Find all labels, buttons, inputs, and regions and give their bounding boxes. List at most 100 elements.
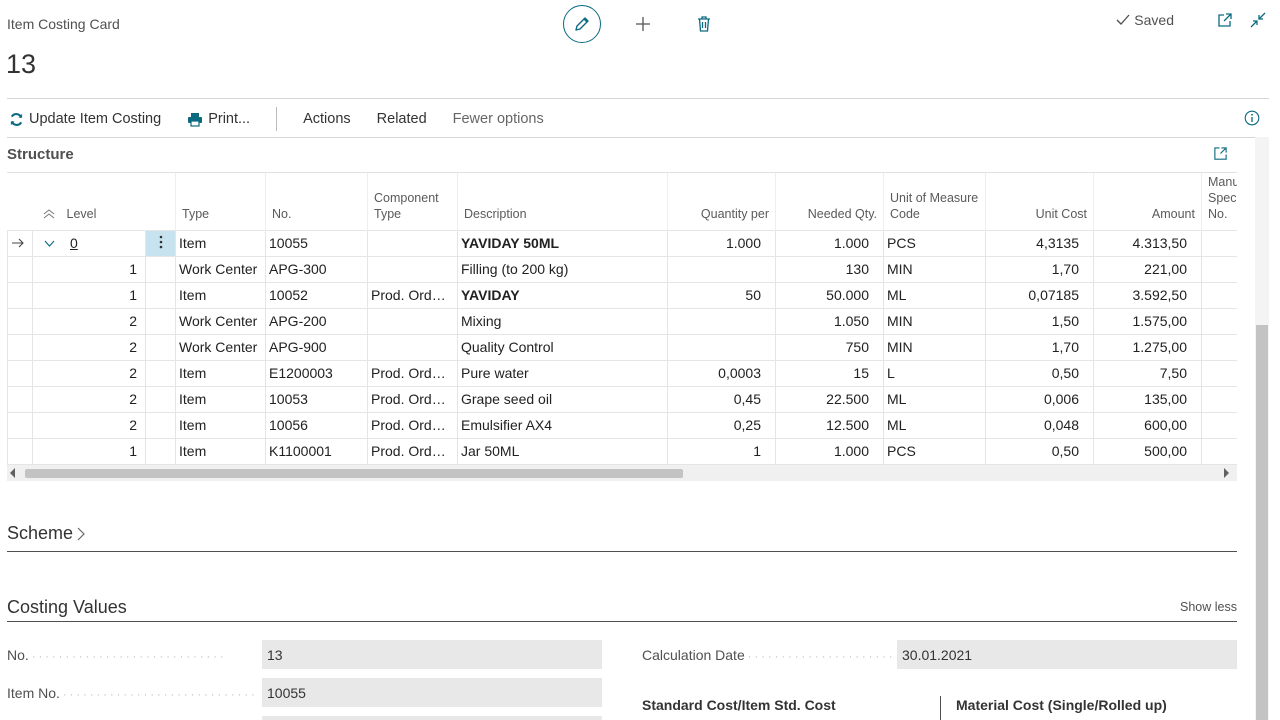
row-menu-cell[interactable] xyxy=(145,334,176,361)
quantity-per-cell[interactable]: 1 xyxy=(667,438,776,465)
no-cell[interactable]: APG-300 xyxy=(265,256,368,283)
type-cell[interactable]: Item xyxy=(175,229,266,257)
type-cell[interactable]: Item xyxy=(175,386,266,413)
no-cell[interactable]: 10056 xyxy=(265,412,368,439)
needed-qty-cell[interactable]: 130 xyxy=(775,256,884,283)
description-cell[interactable]: YAVIDAY 50ML xyxy=(457,229,668,257)
quantity-per-cell[interactable]: 1.000 xyxy=(667,229,776,257)
uom-cell[interactable]: ML xyxy=(883,282,986,309)
header-type[interactable]: Type xyxy=(175,173,266,230)
row-menu-cell[interactable] xyxy=(145,360,176,387)
table-row[interactable]: 2 Work Center APG-200 Mixing 1.050 MIN 1,50 1.5… xyxy=(7,308,1237,335)
table-row[interactable]: 2 Item 10056 Prod. Order... Emulsifier AX4 0,… xyxy=(7,412,1237,439)
type-cell[interactable]: Item xyxy=(175,282,266,309)
quantity-per-cell[interactable] xyxy=(667,334,776,361)
header-unit-cost[interactable]: Unit Cost xyxy=(985,173,1094,230)
no-cell[interactable]: K1100001 xyxy=(265,438,368,465)
no-cell[interactable]: APG-900 xyxy=(265,334,368,361)
component-type-cell[interactable] xyxy=(367,229,458,257)
amount-cell[interactable]: 600,00 xyxy=(1093,412,1202,439)
needed-qty-cell[interactable]: 12.500 xyxy=(775,412,884,439)
no-cell[interactable]: E1200003 xyxy=(265,360,368,387)
needed-qty-cell[interactable]: 15 xyxy=(775,360,884,387)
open-new-window-button[interactable] xyxy=(1217,12,1233,28)
scheme-section-header[interactable]: Scheme xyxy=(7,523,85,544)
manufacturer-spec-cell[interactable] xyxy=(1201,412,1237,439)
type-cell[interactable]: Work Center xyxy=(175,308,266,335)
amount-cell[interactable]: 3.592,50 xyxy=(1093,282,1202,309)
unit-cost-cell[interactable]: 1,50 xyxy=(985,308,1094,335)
vertical-scroll-thumb[interactable] xyxy=(1256,325,1268,720)
unit-cost-cell[interactable]: 4,3135 xyxy=(985,229,1094,257)
amount-cell[interactable]: 4.313,50 xyxy=(1093,229,1202,257)
uom-cell[interactable]: MIN xyxy=(883,308,986,335)
info-button[interactable] xyxy=(1244,110,1260,129)
header-no[interactable]: No. xyxy=(265,173,368,230)
no-cell[interactable]: 10053 xyxy=(265,386,368,413)
manufacturer-spec-cell[interactable] xyxy=(1201,229,1237,257)
unit-cost-cell[interactable]: 0,50 xyxy=(985,360,1094,387)
header-uom[interactable]: Unit of Measure Code xyxy=(883,173,986,230)
show-less-link[interactable]: Show less xyxy=(1180,600,1237,614)
table-row[interactable]: 2 Work Center APG-900 Quality Control 750 MIN… xyxy=(7,334,1237,361)
amount-cell[interactable]: 135,00 xyxy=(1093,386,1202,413)
header-amount[interactable]: Amount xyxy=(1093,173,1202,230)
uom-cell[interactable]: ML xyxy=(883,386,986,413)
quantity-per-cell[interactable] xyxy=(667,256,776,283)
no-cell[interactable]: 10052 xyxy=(265,282,368,309)
vertical-scrollbar[interactable] xyxy=(1255,137,1269,720)
table-row[interactable]: 1 Work Center APG-300 Filling (to 200 kg) 13… xyxy=(7,256,1237,283)
item-no-field[interactable]: 10055 xyxy=(262,678,602,707)
description-cell[interactable]: YAVIDAY xyxy=(457,282,668,309)
uom-cell[interactable]: MIN xyxy=(883,334,986,361)
type-cell[interactable]: Item xyxy=(175,360,266,387)
quantity-per-cell[interactable]: 0,45 xyxy=(667,386,776,413)
header-quantity-per[interactable]: Quantity per xyxy=(667,173,776,230)
row-menu-cell[interactable] xyxy=(145,229,176,257)
description-cell[interactable]: Mixing xyxy=(457,308,668,335)
chevron-down-icon[interactable] xyxy=(44,240,55,247)
scroll-right-icon[interactable] xyxy=(1223,468,1229,478)
no-field[interactable]: 13 xyxy=(262,640,602,669)
needed-qty-cell[interactable]: 1.000 xyxy=(775,229,884,257)
amount-cell[interactable]: 7,50 xyxy=(1093,360,1202,387)
needed-qty-cell[interactable]: 1.050 xyxy=(775,308,884,335)
uom-cell[interactable]: PCS xyxy=(883,229,986,257)
quantity-per-cell[interactable]: 0,0003 xyxy=(667,360,776,387)
manufacturer-spec-cell[interactable] xyxy=(1201,308,1237,335)
row-menu-cell[interactable] xyxy=(145,386,176,413)
unit-cost-cell[interactable]: 1,70 xyxy=(985,334,1094,361)
structure-expand-button[interactable] xyxy=(1213,146,1228,164)
description-cell[interactable]: Pure water xyxy=(457,360,668,387)
row-menu-cell[interactable] xyxy=(145,438,176,465)
manufacturer-spec-cell[interactable] xyxy=(1201,360,1237,387)
component-type-cell[interactable] xyxy=(367,334,458,361)
type-cell[interactable]: Work Center xyxy=(175,256,266,283)
component-type-cell[interactable]: Prod. Order... xyxy=(367,412,458,439)
uom-cell[interactable]: PCS xyxy=(883,438,986,465)
no-cell[interactable]: APG-200 xyxy=(265,308,368,335)
quantity-per-cell[interactable] xyxy=(667,308,776,335)
description-cell[interactable]: Filling (to 200 kg) xyxy=(457,256,668,283)
uom-cell[interactable]: ML xyxy=(883,412,986,439)
manufacturer-spec-cell[interactable] xyxy=(1201,438,1237,465)
table-row[interactable]: 1 Item K1100001 Prod. Order... Jar 50ML 1 1.00… xyxy=(7,438,1237,465)
needed-qty-cell[interactable]: 22.500 xyxy=(775,386,884,413)
component-type-cell[interactable] xyxy=(367,308,458,335)
level-value[interactable]: 0 xyxy=(70,235,78,251)
delete-button[interactable] xyxy=(685,5,723,43)
row-menu-cell[interactable] xyxy=(145,308,176,335)
component-type-cell[interactable] xyxy=(367,256,458,283)
quantity-per-cell[interactable]: 0,25 xyxy=(667,412,776,439)
type-cell[interactable]: Work Center xyxy=(175,334,266,361)
costing-values-title[interactable]: Costing Values xyxy=(7,597,127,617)
type-cell[interactable]: Item xyxy=(175,438,266,465)
header-description[interactable]: Description xyxy=(457,173,668,230)
description-cell[interactable]: Emulsifier AX4 xyxy=(457,412,668,439)
collapse-button[interactable] xyxy=(1250,12,1266,28)
edit-button[interactable] xyxy=(563,5,601,43)
amount-cell[interactable]: 1.275,00 xyxy=(1093,334,1202,361)
component-type-cell[interactable]: Prod. Order... xyxy=(367,282,458,309)
needed-qty-cell[interactable]: 750 xyxy=(775,334,884,361)
needed-qty-cell[interactable]: 50.000 xyxy=(775,282,884,309)
